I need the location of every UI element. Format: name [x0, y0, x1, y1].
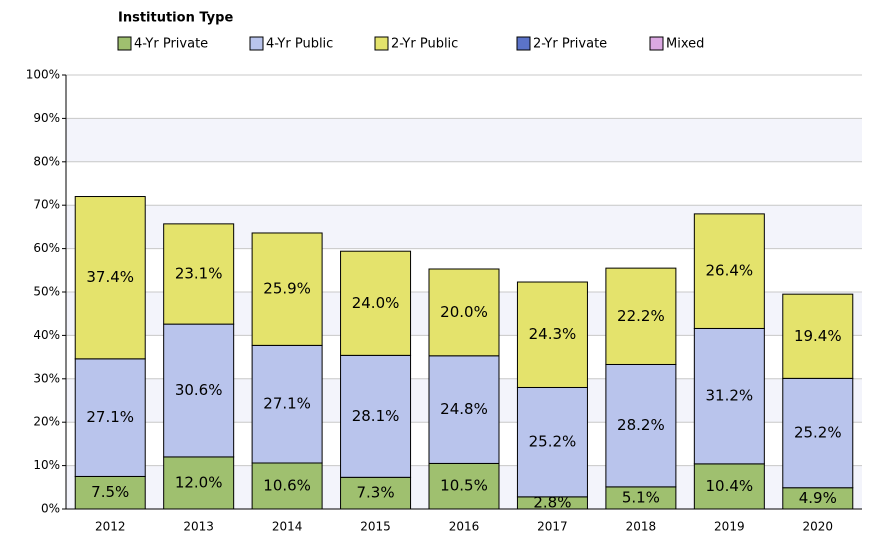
y-tick-label: 50%: [33, 285, 60, 299]
bar-segment: [693, 463, 765, 510]
bar-segment: [428, 268, 500, 357]
legend-swatch: [117, 36, 132, 51]
bar-segment: [163, 223, 235, 325]
data-label: 20.0%: [440, 303, 488, 321]
y-tick-label: 40%: [33, 328, 60, 342]
bar-segment: [693, 213, 765, 329]
bar-segment: [428, 355, 500, 464]
legend-label: 2-Yr Public: [391, 37, 458, 52]
bar-segment: [605, 363, 677, 488]
data-label: 24.8%: [440, 400, 488, 418]
x-tick-label: 2019: [714, 520, 745, 534]
x-tick-label: 2017: [537, 520, 568, 534]
y-tick-label: 100%: [26, 68, 60, 82]
x-tick-label: 2012: [95, 520, 126, 534]
bar-segment: [74, 196, 146, 360]
bar-segment: [693, 327, 765, 465]
x-tick-label: 2016: [449, 520, 480, 534]
legend-title: Institution Type: [118, 11, 233, 26]
data-label: 24.0%: [352, 294, 400, 312]
bar-segment: [163, 323, 235, 458]
data-label: 12.0%: [175, 473, 223, 491]
data-label: 7.5%: [91, 483, 129, 501]
y-tick-label: 10%: [33, 458, 60, 472]
x-tick-label: 2020: [803, 520, 834, 534]
bar-segment: [605, 267, 677, 365]
data-label: 26.4%: [706, 262, 754, 280]
legend-swatch: [374, 36, 389, 51]
data-label: 10.4%: [706, 477, 754, 495]
y-tick-label: 80%: [33, 154, 60, 168]
data-label: 10.5%: [440, 477, 488, 495]
x-tick-label: 2014: [272, 520, 303, 534]
y-tick-label: 90%: [33, 111, 60, 125]
legend-label: 2-Yr Private: [533, 37, 607, 52]
data-label: 37.4%: [86, 268, 134, 286]
data-label: 2.8%: [533, 493, 571, 511]
y-tick-label: 20%: [33, 415, 60, 429]
y-tick-label: 30%: [33, 371, 60, 385]
bar-segment: [74, 358, 146, 477]
data-label: 27.1%: [263, 395, 311, 413]
y-tick-label: 70%: [33, 198, 60, 212]
data-label: 4.9%: [799, 489, 837, 507]
grid-band: [66, 118, 862, 162]
bar-segment: [163, 456, 235, 510]
y-tick-label: 60%: [33, 241, 60, 255]
data-label: 25.9%: [263, 280, 311, 298]
bar-segment: [782, 293, 854, 379]
data-label: 31.2%: [706, 387, 754, 405]
legend-swatch: [649, 36, 664, 51]
data-label: 5.1%: [622, 488, 660, 506]
bar-segment: [340, 476, 412, 510]
bar-segment: [340, 250, 412, 356]
data-label: 19.4%: [794, 327, 842, 345]
legend-label: 4-Yr Private: [134, 37, 208, 52]
x-tick-label: 2015: [360, 520, 391, 534]
data-label: 25.2%: [794, 424, 842, 442]
y-tick-label: 0%: [41, 502, 60, 516]
data-label: 28.1%: [352, 407, 400, 425]
data-label: 27.1%: [86, 408, 134, 426]
data-label: 7.3%: [357, 484, 395, 502]
data-label: 10.6%: [263, 476, 311, 494]
bar-segment: [516, 281, 588, 388]
bar-segment: [251, 232, 323, 346]
bar-segment: [74, 475, 146, 510]
x-tick-label: 2018: [626, 520, 657, 534]
legend-swatch: [516, 36, 531, 51]
data-label: 30.6%: [175, 381, 223, 399]
x-tick-label: 2013: [183, 520, 214, 534]
data-label: 25.2%: [529, 433, 577, 451]
bar-segment: [251, 462, 323, 510]
bar-segment: [340, 354, 412, 478]
legend-label: Mixed: [666, 37, 704, 52]
data-label: 22.2%: [617, 307, 665, 325]
data-label: 24.3%: [529, 325, 577, 343]
legend-label: 4-Yr Public: [266, 37, 333, 52]
data-label: 23.1%: [175, 264, 223, 282]
data-label: 28.2%: [617, 416, 665, 434]
legend-swatch: [249, 36, 264, 51]
bar-segment: [782, 377, 854, 489]
